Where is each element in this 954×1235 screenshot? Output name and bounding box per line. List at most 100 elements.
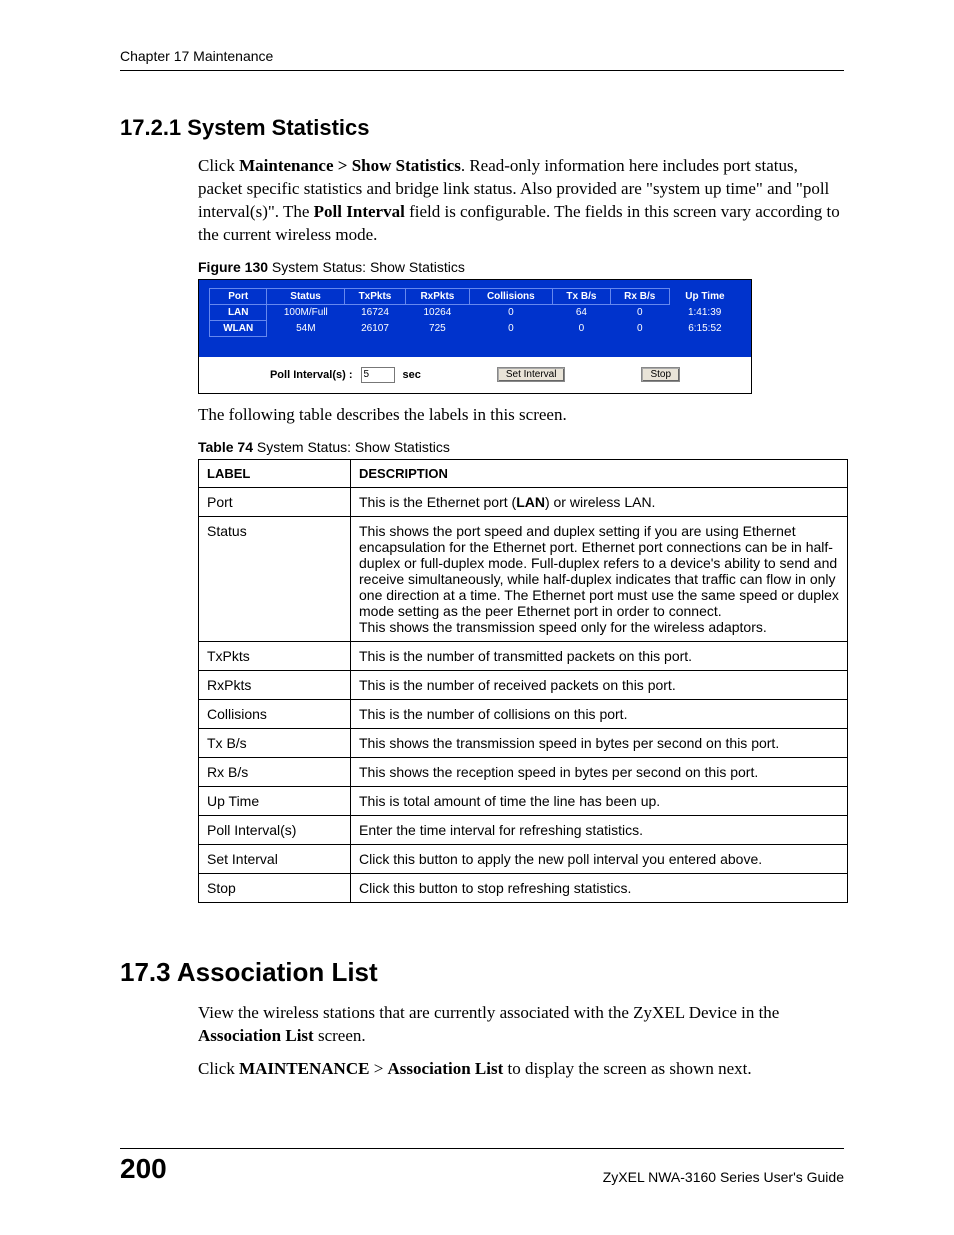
- p1-bold: Association List: [198, 1026, 314, 1045]
- table-cell-desc: Click this button to apply the new poll …: [351, 844, 848, 873]
- table-cell-label: Status: [199, 516, 351, 641]
- stats-col-collisions: Collisions: [469, 288, 553, 304]
- table-cell-desc: This is the Ethernet port (LAN) or wirel…: [351, 487, 848, 516]
- figure-130-stats-panel: Port Status TxPkts RxPkts Collisions Tx …: [199, 280, 751, 357]
- stats-cell: 0: [553, 320, 610, 336]
- p2-bold-1: MAINTENANCE: [239, 1059, 369, 1078]
- stop-button[interactable]: Stop: [641, 367, 680, 382]
- table-row: Rx B/s This shows the reception speed in…: [199, 757, 848, 786]
- stats-cell: 1:41:39: [669, 304, 740, 320]
- table-cell-desc: This is the number of received packets o…: [351, 670, 848, 699]
- stats-cell: 725: [406, 320, 469, 336]
- figure-130-caption: Figure 130 System Status: Show Statistic…: [198, 259, 844, 275]
- stats-col-status: Status: [267, 288, 344, 304]
- table-cell-label: Stop: [199, 873, 351, 902]
- caption-rest: System Status: Show Statistics: [268, 259, 465, 275]
- stats-row-wlan: WLAN 54M 26107 725 0 0 0 6:15:52: [210, 320, 741, 336]
- caption-bold: Figure 130: [198, 259, 268, 275]
- table-cell-desc: This is the number of collisions on this…: [351, 699, 848, 728]
- table-cell-label: Up Time: [199, 786, 351, 815]
- page-number: 200: [120, 1153, 167, 1185]
- stats-col-port: Port: [210, 288, 267, 304]
- stats-cell: 64: [553, 304, 610, 320]
- desc-text: ) or wireless LAN.: [545, 494, 655, 510]
- stats-header-row: Port Status TxPkts RxPkts Collisions Tx …: [210, 288, 741, 304]
- table-cell-label: Rx B/s: [199, 757, 351, 786]
- table-row: Port This is the Ethernet port (LAN) or …: [199, 487, 848, 516]
- stats-cell: 10264: [406, 304, 469, 320]
- table-row: RxPkts This is the number of received pa…: [199, 670, 848, 699]
- para-text: Click: [198, 156, 239, 175]
- stats-row-lan: LAN 100M/Full 16724 10264 0 64 0 1:41:39: [210, 304, 741, 320]
- table-row: Set Interval Click this button to apply …: [199, 844, 848, 873]
- desc-bold: LAN: [516, 494, 545, 510]
- p1-text: View the wireless stations that are curr…: [198, 1003, 779, 1022]
- desc-text: This is the Ethernet port (: [359, 494, 516, 510]
- stats-col-txbs: Tx B/s: [553, 288, 610, 304]
- stats-cell: 6:15:52: [669, 320, 740, 336]
- table-cell-label: Tx B/s: [199, 728, 351, 757]
- table-74-caption: Table 74 System Status: Show Statistics: [198, 439, 844, 455]
- para-bold-2: Poll Interval: [314, 202, 405, 221]
- figure-130: Port Status TxPkts RxPkts Collisions Tx …: [198, 279, 752, 394]
- page-footer: 200 ZyXEL NWA-3160 Series User's Guide: [120, 1148, 844, 1185]
- stats-col-uptime: Up Time: [669, 288, 740, 304]
- figure-130-controls: Poll Interval(s) : sec Set Interval Stop: [199, 357, 751, 393]
- stats-cell: 54M: [267, 320, 344, 336]
- stats-cell: WLAN: [210, 320, 267, 336]
- stats-cell: 0: [610, 304, 669, 320]
- table-row: TxPkts This is the number of transmitted…: [199, 641, 848, 670]
- caption-rest: System Status: Show Statistics: [253, 439, 450, 455]
- table-cell-desc: This is the number of transmitted packet…: [351, 641, 848, 670]
- section-17-2-1-para: Click Maintenance > Show Statistics. Rea…: [198, 155, 844, 247]
- table-row: Collisions This is the number of collisi…: [199, 699, 848, 728]
- page: Chapter 17 Maintenance 17.2.1 System Sta…: [0, 0, 954, 1235]
- sec-label: sec: [403, 369, 421, 381]
- table-cell-desc: Enter the time interval for refreshing s…: [351, 815, 848, 844]
- stats-cell: 100M/Full: [267, 304, 344, 320]
- table-cell-desc: This is total amount of time the line ha…: [351, 786, 848, 815]
- table-cell-label: Collisions: [199, 699, 351, 728]
- stats-col-txpkts: TxPkts: [344, 288, 406, 304]
- stats-cell: 0: [469, 304, 553, 320]
- stats-cell: 0: [610, 320, 669, 336]
- p2-bold-2: Association List: [388, 1059, 504, 1078]
- para-bold-1: Maintenance > Show Statistics: [239, 156, 461, 175]
- section-17-2-1-title: 17.2.1 System Statistics: [120, 115, 844, 141]
- p2-text: to display the screen as shown next.: [503, 1059, 751, 1078]
- stats-col-rxbs: Rx B/s: [610, 288, 669, 304]
- p2-text: >: [369, 1059, 387, 1078]
- table-row: Tx B/s This shows the transmission speed…: [199, 728, 848, 757]
- p1-text: screen.: [314, 1026, 366, 1045]
- after-figure-text: The following table describes the labels…: [198, 404, 844, 427]
- table-cell-desc: This shows the port speed and duplex set…: [351, 516, 848, 641]
- table-cell-label: Port: [199, 487, 351, 516]
- p2-text: Click: [198, 1059, 239, 1078]
- table-row: Up Time This is total amount of time the…: [199, 786, 848, 815]
- table-row: Poll Interval(s) Enter the time interval…: [199, 815, 848, 844]
- stats-col-rxpkts: RxPkts: [406, 288, 469, 304]
- table-cell-label: RxPkts: [199, 670, 351, 699]
- poll-interval-label: Poll Interval(s) :: [270, 369, 353, 381]
- table-row: Stop Click this button to stop refreshin…: [199, 873, 848, 902]
- table-header-label: LABEL: [199, 459, 351, 487]
- table-cell-label: Set Interval: [199, 844, 351, 873]
- set-interval-button[interactable]: Set Interval: [497, 367, 566, 382]
- table-header-row: LABEL DESCRIPTION: [199, 459, 848, 487]
- running-header: Chapter 17 Maintenance: [120, 48, 844, 71]
- table-cell-label: Poll Interval(s): [199, 815, 351, 844]
- table-cell-desc: This shows the transmission speed in byt…: [351, 728, 848, 757]
- guide-title: ZyXEL NWA-3160 Series User's Guide: [603, 1169, 844, 1185]
- stats-cell: 0: [469, 320, 553, 336]
- caption-bold: Table 74: [198, 439, 253, 455]
- table-header-desc: DESCRIPTION: [351, 459, 848, 487]
- poll-interval-input[interactable]: [361, 367, 395, 383]
- table-74: LABEL DESCRIPTION Port This is the Ether…: [198, 459, 848, 903]
- section-17-3-p1: View the wireless stations that are curr…: [198, 1002, 844, 1048]
- section-17-3-title: 17.3 Association List: [120, 957, 844, 988]
- table-cell-desc: This shows the reception speed in bytes …: [351, 757, 848, 786]
- table-row: Status This shows the port speed and dup…: [199, 516, 848, 641]
- table-cell-label: TxPkts: [199, 641, 351, 670]
- table-cell-desc: Click this button to stop refreshing sta…: [351, 873, 848, 902]
- stats-cell: 16724: [344, 304, 406, 320]
